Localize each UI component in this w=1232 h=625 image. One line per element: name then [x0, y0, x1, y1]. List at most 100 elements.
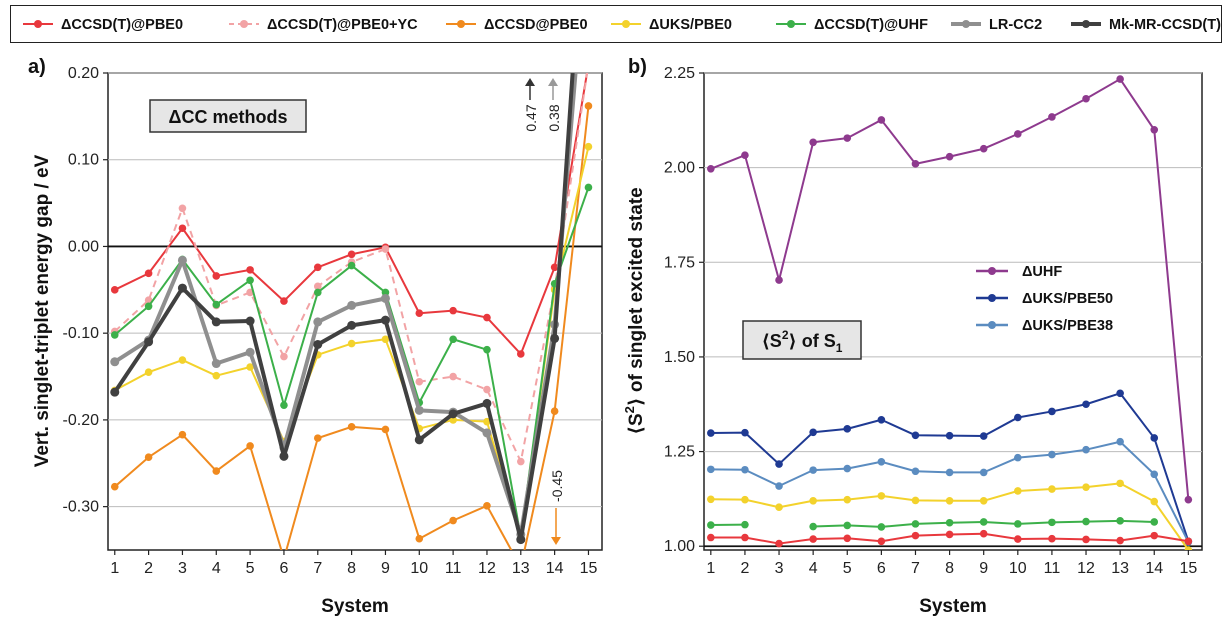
legend-marker	[240, 20, 248, 28]
data-point	[347, 300, 357, 310]
data-point	[483, 385, 491, 394]
x-tick-label: 5	[843, 560, 852, 577]
data-point	[144, 269, 153, 278]
x-tick-label: 11	[1044, 560, 1061, 577]
data-point	[550, 407, 559, 416]
data-point	[1150, 497, 1159, 506]
data-point	[945, 468, 954, 477]
series-ΔUKS/PBE50	[707, 389, 1193, 546]
data-point	[1184, 546, 1193, 550]
data-point	[877, 523, 886, 531]
data-point	[449, 416, 457, 424]
panel-b-plot-area	[703, 72, 1203, 551]
legend: ΔCCSD(T)@PBE0 ΔCCSD(T)@PBE0+YC ΔCCSD@PBE0 Δ…	[10, 5, 1222, 43]
panel-a-series	[110, 61, 593, 550]
data-point	[877, 492, 886, 500]
data-point	[144, 337, 154, 347]
inner-legend-item: ΔUKS/PBE50	[976, 291, 1113, 307]
data-point	[313, 434, 322, 442]
arrow-up-038-label: 0.38	[546, 104, 562, 131]
data-point	[1116, 517, 1124, 525]
data-point	[1150, 518, 1159, 526]
data-point	[707, 465, 715, 474]
data-point	[911, 496, 920, 505]
data-point	[877, 415, 886, 424]
data-point	[843, 134, 852, 142]
data-point	[809, 138, 817, 147]
data-point	[775, 503, 783, 512]
series-ΔUKS/PBE0	[110, 142, 593, 541]
legend-marker	[622, 20, 630, 28]
data-point	[1048, 518, 1056, 527]
x-tick-label: 9	[381, 560, 390, 577]
data-point	[775, 460, 783, 468]
data-point	[1116, 536, 1124, 545]
legend-marker	[1082, 20, 1090, 28]
panel-a-y-ticks: 0.20 0.10 0.00 -0.10 -0.20 -0.30	[63, 65, 108, 516]
panel-a-label: a)	[28, 56, 46, 78]
y-tick-label: -0.20	[63, 412, 100, 429]
data-point	[1082, 445, 1090, 454]
data-point	[911, 467, 920, 476]
data-point	[279, 451, 289, 461]
data-point	[482, 428, 492, 438]
data-point	[246, 266, 254, 274]
inner-legend-label: ΔUKS/PBE38	[1022, 318, 1113, 334]
data-point	[1014, 413, 1022, 422]
data-point	[550, 263, 559, 272]
data-point	[313, 288, 322, 297]
x-tick-label: 10	[410, 560, 428, 577]
data-point	[1014, 130, 1022, 138]
data-point	[516, 350, 525, 358]
panel-b-y-ticks: 2.25 2.00 1.75 1.50 1.25 1.00	[664, 65, 704, 555]
data-point	[707, 521, 715, 529]
data-point	[809, 496, 817, 505]
data-point	[741, 428, 749, 437]
data-point	[110, 331, 119, 339]
data-point	[911, 531, 920, 540]
panel-a-grid	[108, 72, 602, 508]
legend-label: ΔCCSD@PBE0	[484, 17, 588, 33]
inner-legend-label: ΔUHF	[1022, 264, 1062, 280]
legend-marker	[787, 20, 795, 28]
data-point	[1048, 450, 1056, 459]
x-tick-label: 3	[178, 560, 187, 577]
data-point	[144, 453, 153, 462]
x-tick-label: 15	[580, 560, 598, 577]
data-point	[313, 282, 322, 291]
data-point	[381, 425, 390, 434]
data-point	[809, 466, 817, 474]
y-tick-label: -0.10	[63, 325, 100, 342]
x-tick-label: 12	[1077, 560, 1095, 577]
series-ΔCCSD(T)@UHF	[707, 517, 1159, 531]
data-point	[979, 144, 988, 153]
x-tick-label: 12	[478, 560, 496, 577]
data-point	[945, 496, 954, 505]
data-point	[843, 495, 852, 504]
data-point	[1014, 520, 1022, 528]
series-ΔCCSD(T)@PBE0	[110, 73, 589, 358]
data-point	[979, 468, 988, 477]
data-point	[911, 520, 920, 528]
data-point	[741, 495, 749, 504]
series-ΔUKS/PBE38	[707, 437, 1193, 546]
data-point	[212, 272, 221, 280]
data-point	[585, 61, 593, 69]
data-point	[246, 442, 254, 450]
data-point	[449, 306, 457, 315]
data-point	[211, 317, 221, 327]
legend-label: Mk-MR-CCSD(T)	[1109, 17, 1221, 33]
x-tick-label: 11	[445, 560, 462, 577]
data-point	[483, 313, 491, 322]
arrow-up-047-label: 0.47	[523, 104, 539, 131]
x-tick-label: 4	[809, 560, 818, 577]
data-point	[1184, 537, 1193, 546]
y-tick-label: 2.00	[664, 160, 695, 177]
data-point	[483, 501, 491, 510]
data-point	[1048, 534, 1056, 543]
data-point	[945, 431, 954, 440]
data-point	[1048, 407, 1056, 416]
series-ΔCCSD@PBE0	[110, 102, 593, 550]
y-tick-label: 1.75	[664, 254, 695, 271]
